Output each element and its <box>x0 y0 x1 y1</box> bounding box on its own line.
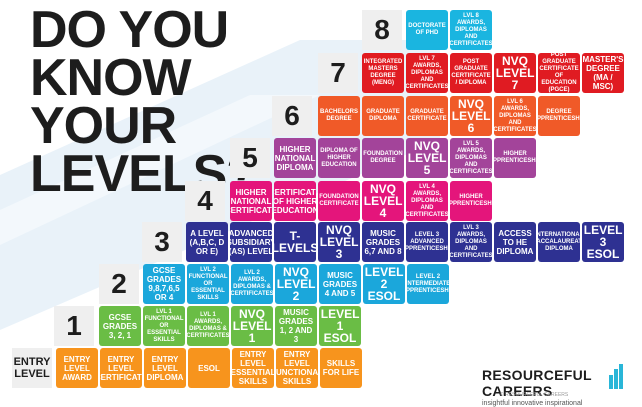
card-l3-nvq: NVQ LEVEL 3 <box>318 222 360 262</box>
brand-tagline: insightful innovative inspirational <box>482 400 583 407</box>
card-entry-level-award: ENTRY LEVEL AWARD <box>56 348 98 388</box>
card-l1-functional-skills: LVL 1 FUNCTIONAL OR ESSENTIAL SKILLS <box>143 306 185 346</box>
card-l4-certhe: CERTIFICATE OF HIGHER EDUCATION <box>274 181 316 221</box>
card-l8-awards: LVL 8 AWARDS, DIPLOMAS AND CERTIFICATES <box>450 10 492 50</box>
card-l5-awards: LVL 5 AWARDS, DIPLOMAS AND CERTIFICATES <box>450 138 492 178</box>
brand-name: RESOURCEFUL CAREERS <box>482 367 592 399</box>
card-l6-awards: LVL 6 AWARDS, DIPLOMAS AND CERTIFICATES <box>494 96 536 136</box>
brand-logo: RESOURCEFUL CAREERS insightful innovativ… <box>482 367 642 407</box>
page-title: DO YOU KNOW YOUR LEVELS? <box>30 1 258 203</box>
card-l1-esol: LEVEL 1 ESOL <box>319 306 361 346</box>
card-l3-awards: LVL 3 AWARDS, DIPLOMAS AND CERTIFICATES <box>450 222 492 262</box>
card-l5-higher-apprenticeship: HIGHER APPRENTICESHIP <box>494 138 536 178</box>
card-l7-pg-certificate: POST GRADUATE CERTIFICATE / DIPLOMA <box>450 53 492 93</box>
card-l3-a-level: A LEVEL (A,B,C, D OR E) <box>186 222 228 262</box>
card-l7-pgce: POST GRADUATE CERTIFICATE OF EDUCATION (… <box>538 53 580 93</box>
card-l5-diphe: DIPLOMA OF HIGHER EDUCATION <box>318 138 360 178</box>
level-label-3: 3 <box>142 222 182 262</box>
card-l2-nvq: NVQ LEVEL 2 <box>275 264 317 304</box>
level-label-4: 4 <box>185 181 225 221</box>
card-l6-degree-apprenticeship: DEGREE APPRENTICESHIP <box>538 96 580 136</box>
card-l6-nvq: NVQ LEVEL 6 <box>450 96 492 136</box>
card-l7-awards: LVL 7 AWARDS, DIPLOMAS AND CERTIFICATES <box>406 53 448 93</box>
card-l4-hnc: HIGHER NATIONAL CERTIFICATE <box>230 181 272 221</box>
card-l2-gcse: GCSE GRADES 9,8,7,6,5 OR 4 <box>143 264 185 304</box>
card-l3-ib-diploma: INTERNATIONAL BACCALAUREATE DIPLOMA <box>538 222 580 262</box>
level-label-5: 5 <box>230 138 270 178</box>
card-l7-integrated-masters: INTEGRATED MASTERS DEGREE (MENG) <box>362 53 404 93</box>
card-l5-foundation-degree: FOUNDATION DEGREE <box>362 138 404 178</box>
card-l2-awards: LVL 2 AWARDS, DIPLOMAS & CERTIFICATES <box>231 264 273 304</box>
card-l6-bachelors: BACHELORS DEGREE <box>318 96 360 136</box>
card-l7-nvq: NVQ LEVEL 7 <box>494 53 536 93</box>
brand-bars-icon <box>609 364 623 389</box>
card-l4-nvq: NVQ LEVEL 4 <box>362 181 404 221</box>
card-l1-music-grades: MUSIC GRADES 1, 2 AND 3 <box>275 306 317 346</box>
card-l8-doctorate: DOCTORATE OF PHD <box>406 10 448 50</box>
card-l1-gcse: GCSE GRADES 3, 2, 1 <box>99 306 141 346</box>
card-l6-graduate-diploma: GRADUATE DIPLOMA <box>362 96 404 136</box>
card-l3-apprenticeship: LEVEL 3 ADVANCED APPRENTICESHIP <box>406 222 448 262</box>
level-label-6: 6 <box>272 96 312 136</box>
card-l5-hnd: HIGHER NATIONAL DIPLOMA <box>274 138 316 178</box>
card-l3-access-he: ACCESS TO HE DIPLOMA <box>494 222 536 262</box>
card-l1-nvq: NVQ LEVEL 1 <box>231 306 273 346</box>
level-label-7: 7 <box>318 53 358 93</box>
copyright-text: © RESOURCEFUL CAREERS <box>500 392 569 398</box>
card-entry-functional-skills: ENTRY LEVEL FUNCTIONAL SKILLS <box>276 348 318 388</box>
level-label-1: 1 <box>54 306 94 346</box>
card-l7-masters-degree: MASTER'S DEGREE (MA / MSC) <box>582 53 624 93</box>
card-l4-higher-apprenticeship: HIGHER APPRENTICESHIP <box>450 181 492 221</box>
level-label-8: 8 <box>362 10 402 50</box>
card-entry-level-diploma: ENTRY LEVEL DIPLOMA <box>144 348 186 388</box>
level-label-entry: ENTRY LEVEL <box>12 348 52 388</box>
card-l3-esol: LEVEL 3 ESOL <box>582 222 624 262</box>
card-l2-music-grades: MUSIC GRADES 4 AND 5 <box>319 264 361 304</box>
card-l2-apprenticeship: LEVEL 2 INTERMEDIATE APPRENTICESHIP <box>407 264 449 304</box>
card-l2-esol: LEVEL 2 ESOL <box>363 264 405 304</box>
card-entry-esol: ESOL <box>188 348 230 388</box>
card-l6-graduate-certificate: GRADUATE CERTIFICATE <box>406 96 448 136</box>
card-l3-as-level: ADVANCED SUBSIDIARY (AS) LEVEL <box>230 222 272 262</box>
card-l4-awards: LVL 4 AWARDS, DIPLOMAS AND CERTIFICATES <box>406 181 448 221</box>
card-entry-level-certificate: ENTRY LEVEL CERTIFICATE <box>100 348 142 388</box>
card-l2-functional-skills: LVL 2 FUNCTIONAL OR ESSENTIAL SKILLS <box>187 264 229 304</box>
level-label-2: 2 <box>99 264 139 304</box>
card-entry-skills-for-life: SKILLS FOR LIFE <box>320 348 362 388</box>
card-l3-t-levels: T-LEVELS <box>274 222 316 262</box>
card-l5-nvq: NVQ LEVEL 5 <box>406 138 448 178</box>
card-entry-essential-skills: ENTRY LEVEL ESSENTIAL SKILLS <box>232 348 274 388</box>
card-l4-foundation-cert: FOUNDATION CERTIFICATE <box>318 181 360 221</box>
card-l3-music-grades: MUSIC GRADES 6,7 AND 8 <box>362 222 404 262</box>
card-l1-awards: LVL 1 AWARDS, DIPLOMAS & CERTIFICATES <box>187 306 229 346</box>
